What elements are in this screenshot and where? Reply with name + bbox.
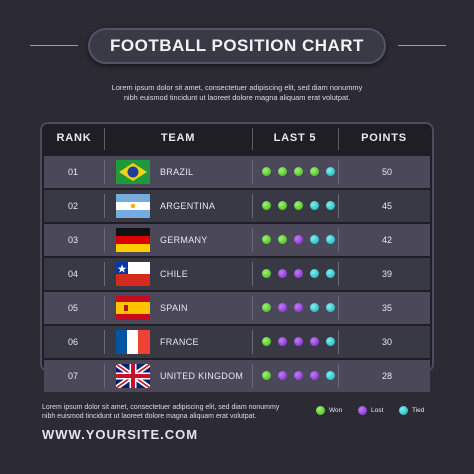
- header-divider: [338, 128, 339, 150]
- points: 39: [381, 269, 392, 279]
- flag: [116, 194, 150, 218]
- last-five: [262, 303, 335, 312]
- team: CHILE: [160, 269, 189, 279]
- flag: [116, 228, 150, 252]
- website: WWW.YOURSITE.COM: [42, 427, 199, 442]
- legend-item: Lost: [358, 406, 383, 415]
- rank: 02: [67, 201, 78, 211]
- header-divider: [252, 128, 253, 150]
- column-header: RANK: [56, 132, 92, 144]
- rank: 01: [67, 167, 78, 177]
- header-divider: [104, 128, 105, 150]
- flag: [116, 160, 150, 184]
- footer-text: nibh euismod tincidunt ut laoreet dolore…: [42, 413, 257, 420]
- flag: [116, 364, 150, 388]
- column-header: POINTS: [361, 132, 407, 144]
- subtitle: Lorem ipsum dolor sit amet, consectetuer…: [111, 83, 363, 92]
- table-row: 05 SPAIN 35: [44, 292, 430, 324]
- team: GERMANY: [160, 235, 208, 245]
- last-five: [262, 235, 335, 244]
- table-row: 02 ARGENTINA 45: [44, 190, 430, 222]
- column-header: TEAM: [160, 132, 196, 144]
- points: 50: [381, 167, 392, 177]
- column-header: LAST 5: [273, 132, 317, 144]
- team: ARGENTINA: [160, 201, 216, 211]
- table-row: 03 GERMANY 42: [44, 224, 430, 256]
- table-row: 06 FRANCE 30: [44, 326, 430, 358]
- team: UNITED KINGDOM: [160, 371, 244, 381]
- team: BRAZIL: [160, 167, 194, 177]
- subtitle: nibh euismod tincidunt ut laoreet dolore…: [123, 93, 351, 102]
- flag: [116, 262, 150, 286]
- rank: 04: [67, 269, 78, 279]
- last-five: [262, 201, 335, 210]
- rank: 05: [67, 303, 78, 313]
- rank: 03: [67, 235, 78, 245]
- points: 42: [381, 235, 392, 245]
- team: FRANCE: [160, 337, 199, 347]
- legend-label: Won: [329, 407, 343, 414]
- rank: 07: [67, 371, 78, 381]
- table-row: 07 UNITED KINGDOM 28: [44, 360, 430, 392]
- legend-label: Lost: [371, 407, 384, 414]
- table-row: 04 CHILE 39: [44, 258, 430, 290]
- title: FOOTBALL POSITION CHART: [88, 28, 386, 64]
- legend-label: Tied: [412, 407, 425, 414]
- title-rule: [398, 45, 446, 46]
- last-five: [262, 371, 335, 380]
- footer-text: Lorem ipsum dolor sit amet, consectetuer…: [42, 404, 280, 411]
- title-rule: [30, 45, 78, 46]
- points: 30: [381, 337, 392, 347]
- flag: [116, 330, 150, 354]
- last-five: [262, 167, 335, 176]
- points: 28: [381, 371, 392, 381]
- points: 35: [381, 303, 392, 313]
- team: SPAIN: [160, 303, 188, 313]
- legend-item: Won: [316, 406, 342, 415]
- legend-item: Tied: [399, 406, 424, 415]
- rank: 06: [67, 337, 78, 347]
- flag: [116, 296, 150, 320]
- points: 45: [381, 201, 392, 211]
- last-five: [262, 269, 335, 278]
- last-five: [262, 337, 335, 346]
- table-row: 01 BRAZIL 50: [44, 156, 430, 188]
